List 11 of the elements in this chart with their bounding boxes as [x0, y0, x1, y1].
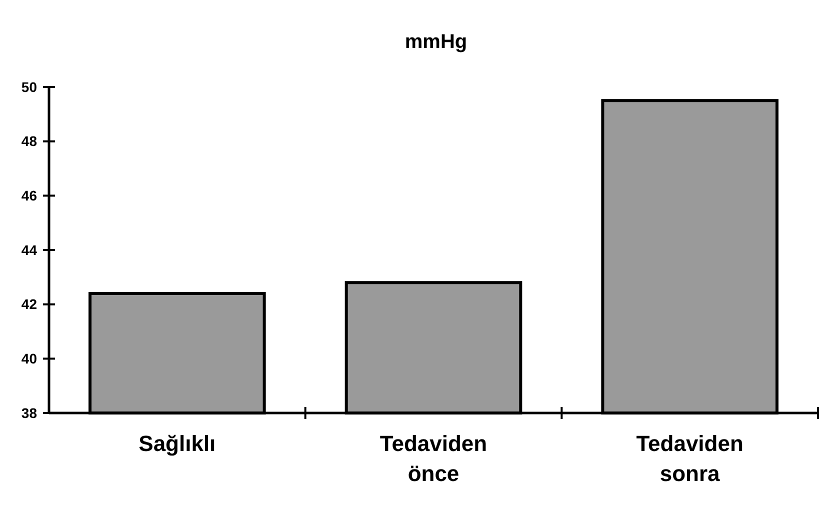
- y-tick-label: 48: [21, 133, 38, 150]
- chart-title: mmHg: [404, 31, 468, 53]
- y-tick-label: 44: [21, 242, 38, 258]
- y-tick-label: 50: [21, 78, 38, 95]
- y-tick-label: 40: [21, 350, 38, 367]
- y-tick-label: 38: [21, 404, 38, 421]
- x-tick-label: Tedaviden sonra: [636, 431, 744, 486]
- x-tick-label: Sağlıklı: [138, 431, 216, 456]
- x-tick-label: Tedaviden önce: [380, 431, 488, 486]
- y-tick-label: 42: [21, 296, 38, 312]
- y-tick-label: 46: [21, 188, 38, 204]
